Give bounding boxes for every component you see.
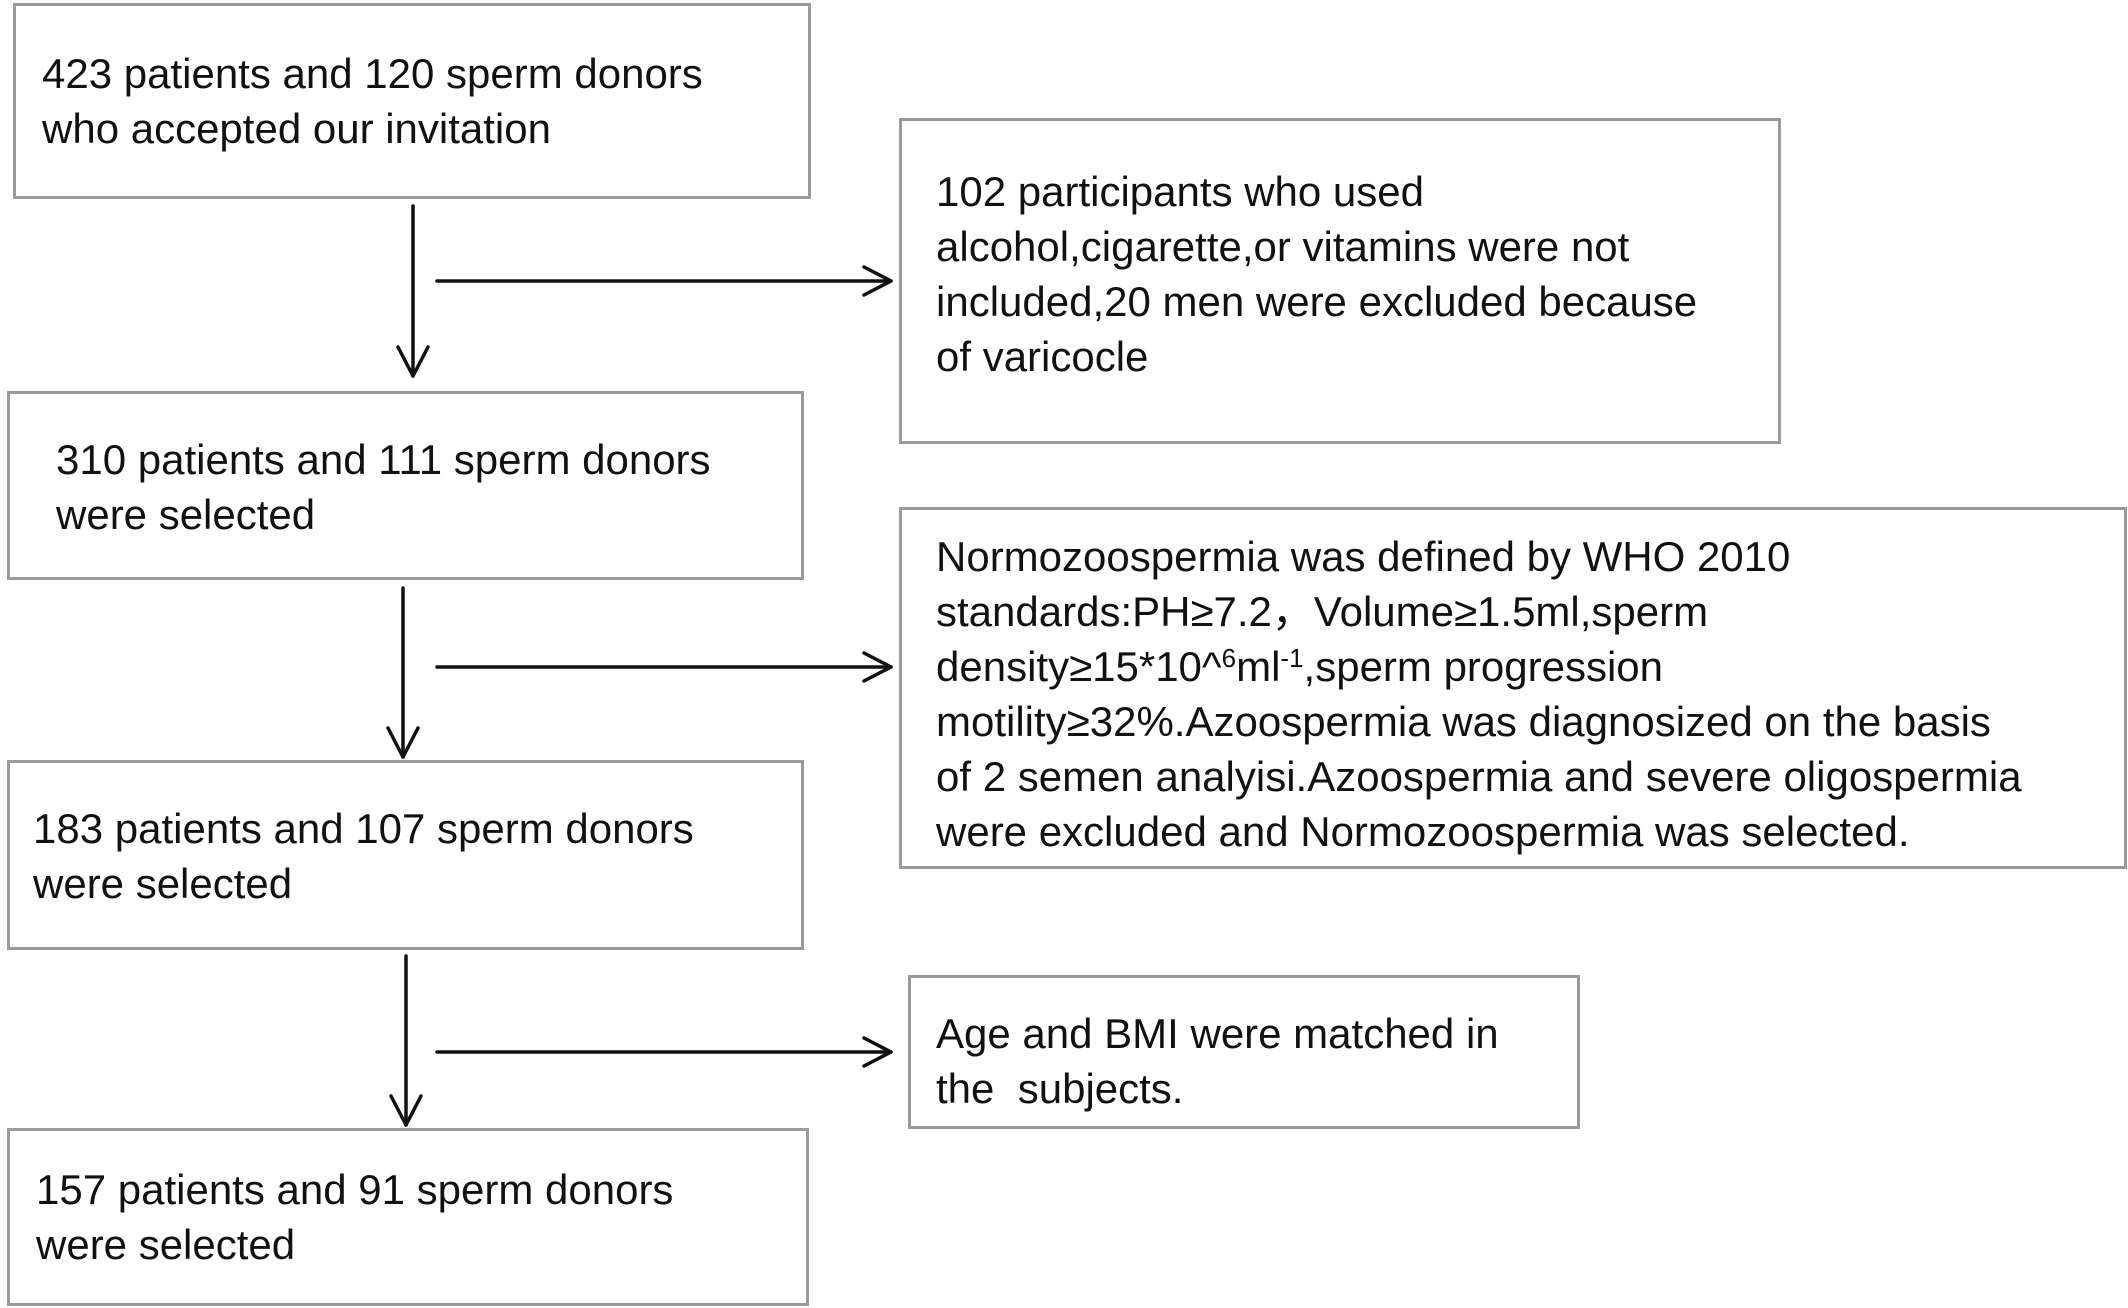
exclusion1-line1: 102 participants who used [936,168,1424,215]
exclusion1-line2: alcohol,cigarette,or vitamins were not [936,223,1630,270]
exclusion2-line2: standards:PH≥7.2，Volume≥1.5ml,sperm [936,588,1709,635]
exclusion2-line3-part2: ml [1236,643,1281,690]
exclusion2-box [899,507,2127,869]
down-arrow-2 [386,586,420,759]
exclusion1-box [899,118,1781,444]
right-arrow-2 [435,651,893,683]
step1-line2: who accepted our invitation [42,105,551,152]
step4-line2: were selected [36,1221,296,1268]
step3-box [7,760,804,950]
exclusion2-line3-part1: density≥15*10^ [936,643,1222,690]
exclusion1-line3: included,20 men were excluded because [936,278,1698,325]
right-arrow-1 [435,265,893,297]
exclusion3-line2: the subjects. [936,1065,1184,1112]
step3-line1: 183 patients and 107 sperm donors [33,805,694,852]
exclusion2-line6: were excluded and Normozoospermia was se… [936,808,1910,855]
step3-line2: were selected [33,860,293,907]
exclusion3-line1: Age and BMI were matched in [936,1010,1499,1057]
step2-line2: were selected [56,491,316,538]
exclusion1-line4: of varicocle [936,333,1149,380]
down-arrow-1 [396,204,430,378]
exclusion2-line1: Normozoospermia was defined by WHO 2010 [936,533,1791,580]
exclusion2-line4: motility≥32%.Azoospermia was diagnosized… [936,698,1991,745]
step1-line1: 423 patients and 120 sperm donors [42,50,703,97]
down-arrow-3 [389,954,423,1127]
exclusion3-box [908,975,1580,1129]
exclusion2-line3-sup1: 6 [1221,643,1237,673]
exclusion2-line3-part3: ,sperm progression [1303,643,1664,690]
exclusion2-line5: of 2 semen analyisi.Azoospermia and seve… [936,753,2022,800]
step4-box [7,1128,809,1306]
exclusion2-line3-sup2: -1 [1280,643,1304,673]
right-arrow-3 [435,1036,893,1068]
step2-box [7,391,804,580]
step1-box [13,3,811,199]
step2-line1: 310 patients and 111 sperm donors [56,436,711,483]
step4-line1: 157 patients and 91 sperm donors [36,1166,674,1213]
exclusion2-line3: density≥15*10^6ml-1,sperm progression [936,639,1663,694]
